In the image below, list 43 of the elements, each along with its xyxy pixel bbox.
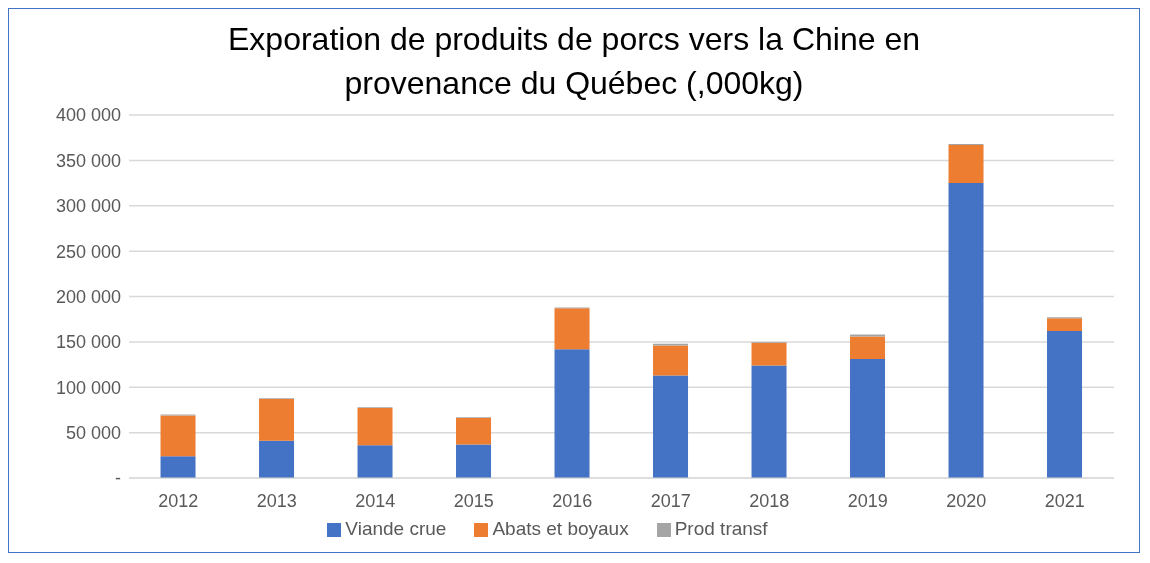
bar — [751, 365, 787, 478]
y-tick-label: 350 000 — [55, 150, 121, 171]
bar — [160, 456, 196, 478]
legend-label: Viande crue — [345, 518, 447, 539]
bar — [456, 444, 492, 478]
bar — [259, 440, 295, 478]
legend-label: Abats et boyaux — [492, 518, 629, 539]
y-tick-label: 50 000 — [65, 423, 121, 444]
chart-title: Exporation de produits de porcs vers la Chine en provenance du Québec (,000kg) — [227, 20, 921, 103]
legend-label: Prod transf — [674, 518, 768, 539]
y-tick-label: 150 000 — [55, 332, 121, 353]
bar — [948, 144, 984, 184]
y-tick-label: - — [115, 468, 121, 489]
bar — [160, 415, 196, 457]
bar — [357, 445, 393, 478]
x-tick-label: 2014 — [355, 490, 396, 511]
bar — [653, 375, 689, 478]
x-tick-label: 2017 — [650, 490, 691, 511]
bar — [456, 418, 492, 445]
x-tick-label: 2013 — [256, 490, 297, 511]
x-tick-label: 2018 — [749, 490, 790, 511]
y-tick-label: 100 000 — [55, 377, 121, 398]
bar — [357, 408, 393, 446]
bar — [1047, 318, 1083, 331]
x-tick-label: 2016 — [552, 490, 593, 511]
bar — [751, 342, 787, 366]
bar — [850, 359, 886, 478]
y-tick-label: 200 000 — [55, 286, 121, 307]
y-tick-label: 400 000 — [55, 105, 121, 126]
bar — [948, 183, 984, 478]
x-tick-label: 2012 — [158, 490, 199, 511]
y-tick-label: 300 000 — [55, 196, 121, 217]
x-tick-label: 2021 — [1044, 490, 1085, 511]
bar — [653, 345, 689, 376]
bar — [554, 308, 590, 350]
y-tick-label: 250 000 — [55, 241, 121, 262]
bar — [259, 399, 295, 441]
x-tick-label: 2015 — [453, 490, 494, 511]
x-tick-label: 2020 — [946, 490, 987, 511]
bar — [1047, 330, 1083, 478]
x-tick-label: 2019 — [847, 490, 888, 511]
bar — [554, 349, 590, 478]
bar — [850, 336, 886, 360]
